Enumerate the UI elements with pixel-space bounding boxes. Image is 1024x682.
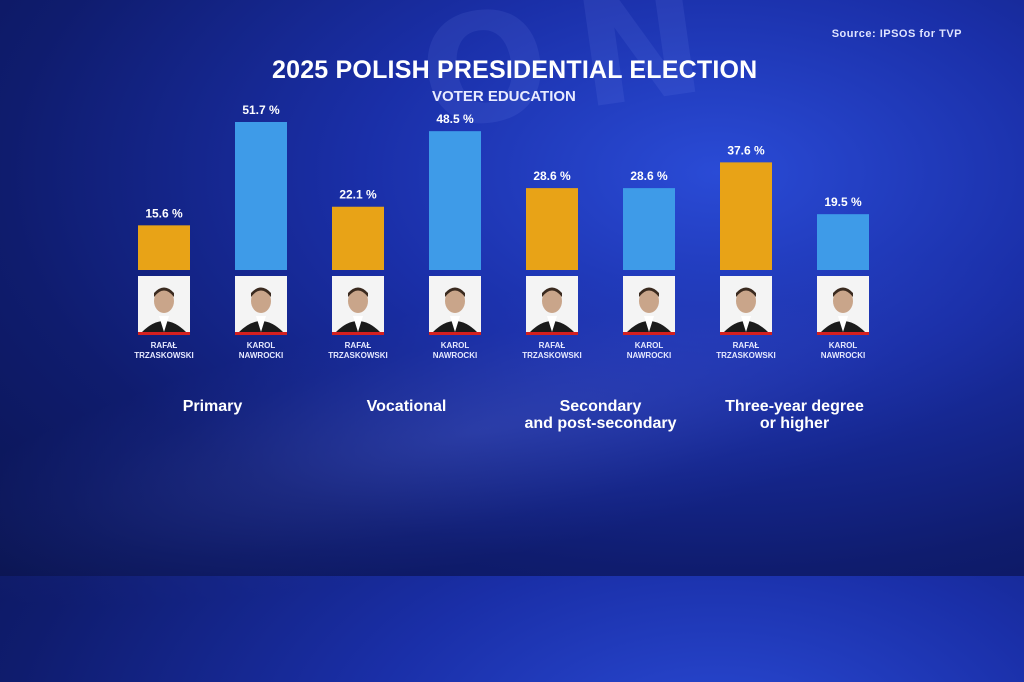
category-label: Three-year degree or higher — [695, 398, 895, 432]
data-label: 28.6 % — [533, 169, 571, 183]
data-label: 51.7 % — [242, 103, 280, 117]
photo-underline — [235, 332, 287, 335]
photo-underline — [429, 332, 481, 335]
photo-underline — [623, 332, 675, 335]
candidate-name-caption: RAFAŁ — [539, 341, 566, 350]
data-label: 37.6 % — [727, 143, 765, 157]
candidate-hair — [639, 287, 659, 297]
candidate-name-caption: KAROL — [635, 341, 664, 350]
candidate-name-caption: RAFAŁ — [733, 341, 760, 350]
photo-underline — [138, 332, 190, 335]
candidate-shirt — [838, 316, 848, 332]
data-label: 22.1 % — [339, 188, 377, 202]
category-label-line: Primary — [182, 398, 243, 415]
candidate-face — [445, 289, 465, 313]
candidate-hair — [348, 287, 368, 297]
candidate-name-caption: NAWROCKI — [627, 351, 671, 360]
bar-candidate-b-4 — [817, 214, 869, 270]
photo-underline — [526, 332, 578, 335]
candidate-face — [251, 289, 271, 313]
candidate-hair — [833, 287, 853, 297]
data-label: 19.5 % — [824, 195, 862, 209]
candidate-shirt — [450, 316, 460, 332]
category-label: Primary — [113, 398, 313, 415]
bar-candidate-a-2 — [332, 206, 384, 270]
bar-candidate-b-3 — [623, 188, 675, 270]
candidate-face — [736, 289, 756, 313]
category-label-line: Secondary — [559, 398, 642, 415]
candidate-name-caption: NAWROCKI — [239, 351, 283, 360]
bar-candidate-b-1 — [235, 122, 287, 270]
candidate-name-caption: NAWROCKI — [433, 351, 477, 360]
bar-candidate-b-2 — [429, 131, 481, 270]
candidate-hair — [542, 287, 562, 297]
candidate-shirt — [644, 316, 654, 332]
candidate-face — [639, 289, 659, 313]
candidate-shirt — [159, 316, 169, 332]
source-note: Source: IPSOS for TVP — [831, 28, 962, 40]
candidate-hair — [251, 287, 271, 297]
candidate-face — [154, 289, 174, 313]
bar-candidate-a-4 — [720, 162, 772, 270]
chart-subtitle: VOTER EDUCATION — [432, 88, 576, 105]
candidate-name-caption: KAROL — [441, 341, 470, 350]
category-label-line: Vocational — [366, 398, 447, 415]
category-label: Secondary and post-secondary — [501, 398, 701, 432]
chart-title: 2025 POLISH PRESIDENTIAL ELECTION — [272, 56, 758, 84]
candidate-shirt — [741, 316, 751, 332]
category-label: Vocational — [307, 398, 507, 415]
candidate-name-caption: TRZASKOWSKI — [328, 351, 388, 360]
bar-candidate-a-3 — [526, 188, 578, 270]
candidate-hair — [154, 287, 174, 297]
candidate-name-caption: TRZASKOWSKI — [716, 351, 776, 360]
candidate-shirt — [547, 316, 557, 332]
candidate-name-caption: KAROL — [829, 341, 858, 350]
data-label: 48.5 % — [436, 112, 474, 126]
candidate-shirt — [353, 316, 363, 332]
category-label-line: or higher — [759, 415, 830, 432]
candidate-name-caption: KAROL — [247, 341, 276, 350]
photo-underline — [332, 332, 384, 335]
candidate-name-caption: TRZASKOWSKI — [134, 351, 194, 360]
candidate-name-caption: RAFAŁ — [151, 341, 178, 350]
bar-candidate-a-1 — [138, 225, 190, 270]
photo-underline — [720, 332, 772, 335]
category-label-line: Three-year degree — [725, 398, 864, 415]
category-label-line: and post-secondary — [524, 415, 677, 432]
candidate-shirt — [256, 316, 266, 332]
candidate-hair — [736, 287, 756, 297]
candidate-name-caption: TRZASKOWSKI — [522, 351, 582, 360]
candidate-name-caption: NAWROCKI — [821, 351, 865, 360]
candidate-name-caption: RAFAŁ — [345, 341, 372, 350]
data-label: 28.6 % — [630, 169, 668, 183]
data-label: 15.6 % — [145, 206, 183, 220]
candidate-face — [833, 289, 853, 313]
candidate-face — [542, 289, 562, 313]
candidate-hair — [445, 287, 465, 297]
photo-underline — [817, 332, 869, 335]
candidate-face — [348, 289, 368, 313]
